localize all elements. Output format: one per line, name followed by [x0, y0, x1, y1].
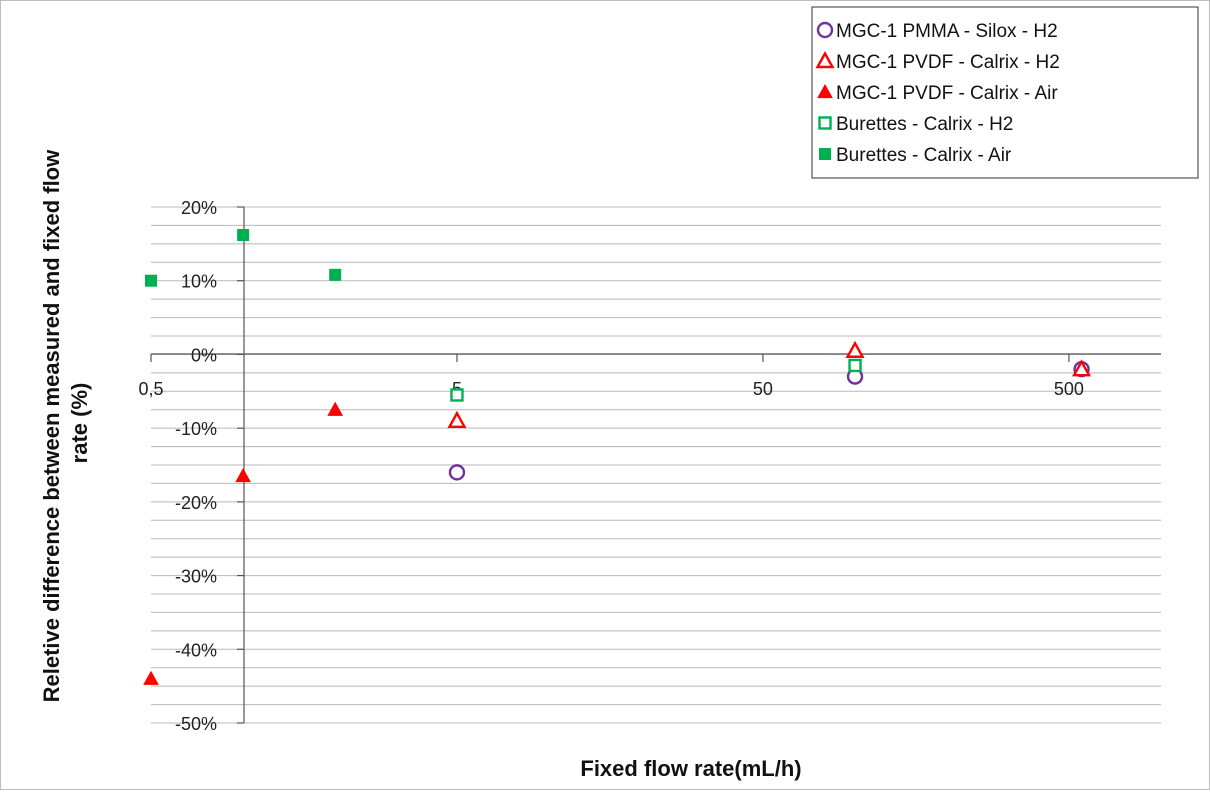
legend-label: MGC-1 PMMA - Silox - H2 [836, 21, 1058, 42]
legend-label: Burettes - Calrix - H2 [836, 114, 1013, 135]
axes [150, 206, 1161, 724]
data-point [450, 388, 464, 402]
y-tick-label: -20% [175, 493, 217, 513]
series-2 [447, 340, 1092, 428]
data-point [145, 274, 157, 287]
x-tick-label: 50 [753, 379, 773, 399]
series-5 [145, 229, 342, 287]
data-point [848, 358, 862, 373]
data-point [448, 464, 466, 481]
legend-label: MGC-1 PVDF - Calrix - Air [836, 83, 1058, 104]
data-point [845, 340, 865, 358]
x-tick-label: 500 [1054, 379, 1084, 399]
y-axis-title-line-1: Reletive difference between measured and… [39, 149, 64, 702]
data-point [447, 410, 467, 428]
data-point [327, 401, 344, 416]
series-4 [450, 358, 862, 402]
data-point [329, 268, 342, 281]
legend-marker [819, 148, 831, 160]
x-axis-title: Fixed flow rate(mL/h) [580, 756, 801, 781]
data-point [143, 670, 159, 685]
data-point [237, 229, 250, 242]
legend-marker [815, 51, 835, 69]
legend-item: MGC-1 PMMA - Silox - H2 [816, 21, 1058, 42]
y-tick-label: -50% [175, 714, 217, 734]
legend-item: MGC-1 PVDF - Calrix - H2 [815, 51, 1060, 73]
legend-marker [817, 83, 833, 99]
y-tick-label: -30% [175, 567, 217, 587]
data-points [143, 229, 1092, 685]
y-tick-label: 10% [181, 272, 217, 292]
legend-item: Burettes - Calrix - H2 [818, 114, 1013, 135]
y-axis-title-line-2: rate (%) [67, 383, 92, 464]
data-point [1072, 359, 1092, 377]
legend-box [811, 6, 1199, 179]
data-point [235, 468, 251, 483]
gridlines [151, 206, 1161, 724]
y-tick-label: 20% [181, 198, 217, 218]
legend-item: Burettes - Calrix - Air [819, 145, 1012, 166]
legend: MGC-1 PMMA - Silox - H2 MGC-1 PVDF - Calr… [811, 6, 1199, 179]
y-tick-label: 0% [191, 345, 217, 365]
tick-labels: 20%10%0%-10%-20%-30%-40%-50%0,5550500 [138, 198, 1083, 734]
legend-label: MGC-1 PVDF - Calrix - H2 [836, 52, 1060, 73]
legend-marker [816, 21, 834, 39]
series-3 [143, 401, 344, 685]
y-axis-title: Reletive difference between measured and… [39, 144, 92, 703]
y-tick-label: -10% [175, 419, 217, 439]
y-tick-label: -40% [175, 640, 217, 660]
x-tick-label: 0,5 [138, 379, 163, 399]
legend-marker [818, 116, 832, 130]
legend-label: Burettes - Calrix - Air [836, 145, 1012, 166]
legend-item: MGC-1 PVDF - Calrix - Air [817, 83, 1058, 104]
